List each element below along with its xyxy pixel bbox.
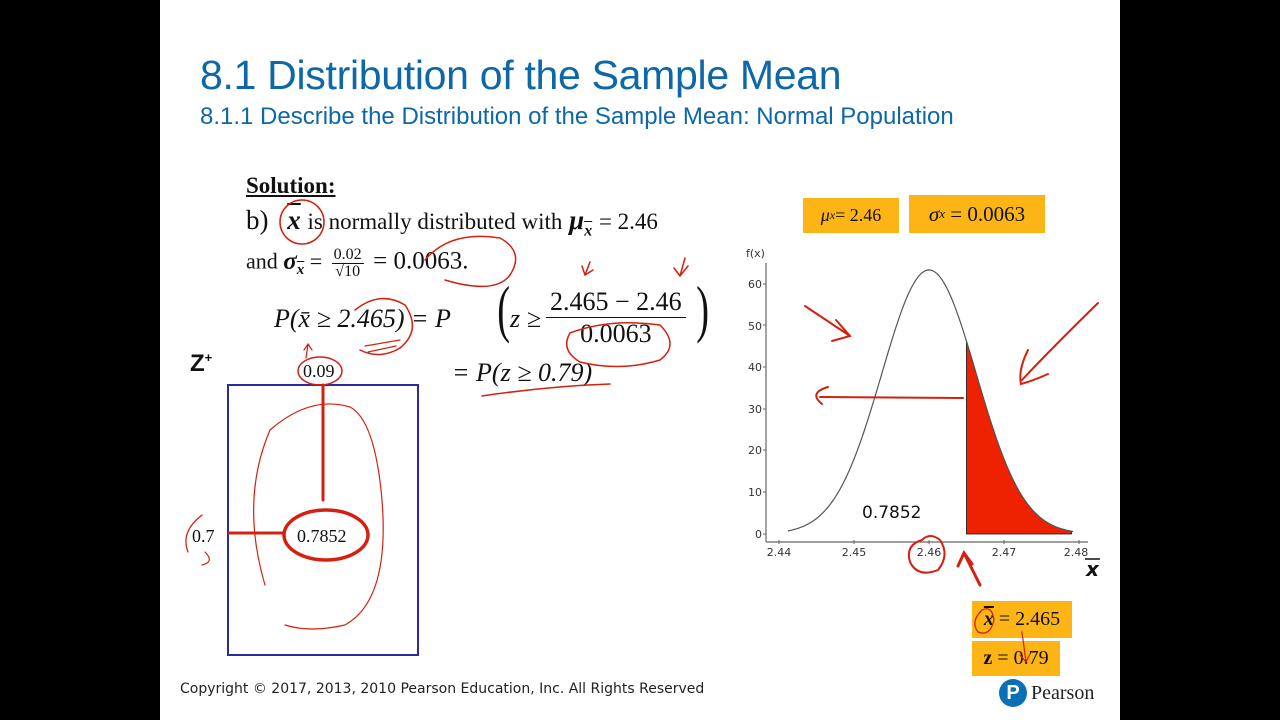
solution-text: is normally distributed with <box>307 209 563 234</box>
y-axis-label: f(x) <box>746 247 765 260</box>
normal-curve <box>787 269 1074 533</box>
slide-subtitle: 8.1.1 Describe the Distribution of the S… <box>200 103 954 130</box>
fraction-denominator: √10 <box>335 263 361 280</box>
svg-text:10: 10 <box>748 486 762 499</box>
solution-heading: Solution: <box>246 173 336 198</box>
pearson-logo-icon: P <box>999 679 1027 707</box>
badge-xbar-symbol: x <box>983 608 994 630</box>
svg-text:40: 40 <box>748 361 762 374</box>
svg-text:2.44: 2.44 <box>767 546 792 559</box>
z-table-label: Z+ <box>190 350 212 378</box>
xbar-symbol: x <box>287 205 301 235</box>
area-annotation: 0.7852 <box>862 503 921 523</box>
badge-xbar-value: = 2.465 <box>998 608 1061 630</box>
badge-sigma-value: = 0.0063 <box>950 201 1026 226</box>
fraction-numerator: 0.02 <box>331 246 364 264</box>
handwritten-annotations <box>804 302 1099 587</box>
solution-line-and: and σx = 0.02 √10 = 0.0063. <box>246 247 469 280</box>
badge-z-symbol: z <box>983 647 993 669</box>
pearson-wordmark: Pearson <box>1031 681 1095 704</box>
z-label-text: Z <box>190 350 205 377</box>
z-fraction-numerator: 2.465 − 2.46 <box>546 287 686 318</box>
sigma-equals: = <box>309 248 323 274</box>
x-axis-label: x <box>1085 557 1100 581</box>
handwriting-overlay <box>185 199 1031 664</box>
svg-text:2.45: 2.45 <box>842 546 867 559</box>
mu-badge: μ x = 2.46 <box>803 198 899 233</box>
sigma-fraction: 0.02 √10 <box>331 246 364 280</box>
mu-subscript: x <box>584 222 593 240</box>
sigma-symbol: σ <box>283 247 297 275</box>
probability-equation-result: = P(z ≥ 0.79) <box>452 358 593 387</box>
solution-line-b: b) x is normally distributed with μx = 2… <box>246 205 658 240</box>
badge-sigma-sub: x <box>939 206 946 221</box>
badge-mu-value: = 2.46 <box>835 205 882 225</box>
badge-mu-symbol: μ <box>820 205 830 225</box>
and-text: and <box>246 248 278 274</box>
pearson-logo: P Pearson <box>999 679 1094 707</box>
svg-text:60: 60 <box>748 278 762 291</box>
normal-distribution-chart: f(x) 60 50 40 30 20 10 0 2.44 2.45 2.46 … <box>746 247 1100 587</box>
probability-equation-left: P(x̄ ≥ 2.465) = P <box>274 304 451 333</box>
z-table-cell-value: 0.7852 <box>297 526 347 546</box>
z-table-column-header: 0.09 <box>303 361 335 381</box>
svg-text:20: 20 <box>748 444 762 457</box>
badge-sigma-symbol: σ <box>928 201 940 226</box>
circle-xbar <box>279 199 325 245</box>
z-inequality: z ≥ <box>510 304 541 333</box>
svg-text:2.47: 2.47 <box>992 546 1017 559</box>
part-label: b) <box>246 205 269 235</box>
mu-symbol: μ <box>569 205 585 235</box>
x-axis-ticks: 2.44 2.45 2.46 2.47 2.48 <box>767 540 1089 559</box>
slide-title: 8.1 Distribution of the Sample Mean <box>200 52 842 98</box>
sigma-subscript: x <box>296 261 305 278</box>
svg-text:0: 0 <box>755 528 762 541</box>
close-paren: ) <box>696 273 710 344</box>
z-label-sup: + <box>204 350 213 365</box>
copyright-notice: Copyright © 2017, 2013, 2010 Pearson Edu… <box>180 681 705 697</box>
badge-mu-sub: x <box>829 208 836 222</box>
svg-text:30: 30 <box>748 403 762 416</box>
slide: 8.1 Distribution of the Sample Mean 8.1.… <box>160 0 1120 720</box>
mu-value: = 2.46 <box>598 209 658 234</box>
y-axis-ticks: 60 50 40 30 20 10 0 <box>748 278 766 541</box>
svg-text:2.48: 2.48 <box>1064 546 1089 559</box>
z-table-row-header: 0.7 <box>192 526 215 546</box>
open-paren: ( <box>497 273 511 344</box>
sigma-value: = 0.0063. <box>373 247 469 275</box>
svg-text:2.46: 2.46 <box>917 546 942 559</box>
svg-text:50: 50 <box>748 320 762 333</box>
